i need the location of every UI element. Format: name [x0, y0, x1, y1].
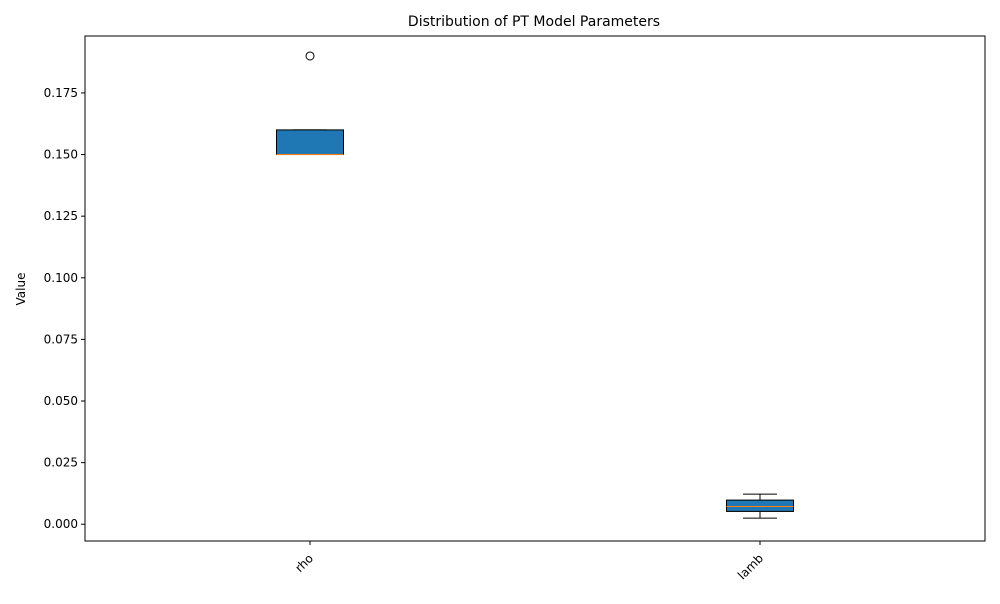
outlier-point [305, 51, 315, 61]
box-rho [276, 129, 344, 156]
x-tick-label: rho [292, 551, 316, 575]
y-axis-label: Value [14, 273, 28, 306]
y-tick-label: 0.150 [44, 148, 78, 162]
x-tick-label: lamb [735, 551, 766, 582]
y-tick-label: 0.025 [44, 456, 78, 470]
y-tick-label: 0.100 [44, 271, 78, 285]
y-tick-label: 0.125 [44, 209, 78, 223]
chart-title: Distribution of PT Model Parameters [408, 14, 660, 30]
plot-frame [84, 35, 986, 542]
y-tick-label: 0.075 [44, 332, 78, 346]
y-tick-label: 0.050 [44, 394, 78, 408]
y-tick-label: 0.175 [44, 86, 78, 100]
box-lamb [726, 499, 794, 512]
y-tick-label: 0.000 [44, 517, 78, 531]
plot-area: 0.000 0.025 0.050 0.075 0.100 0.125 0.150 0.175… [44, 35, 986, 582]
